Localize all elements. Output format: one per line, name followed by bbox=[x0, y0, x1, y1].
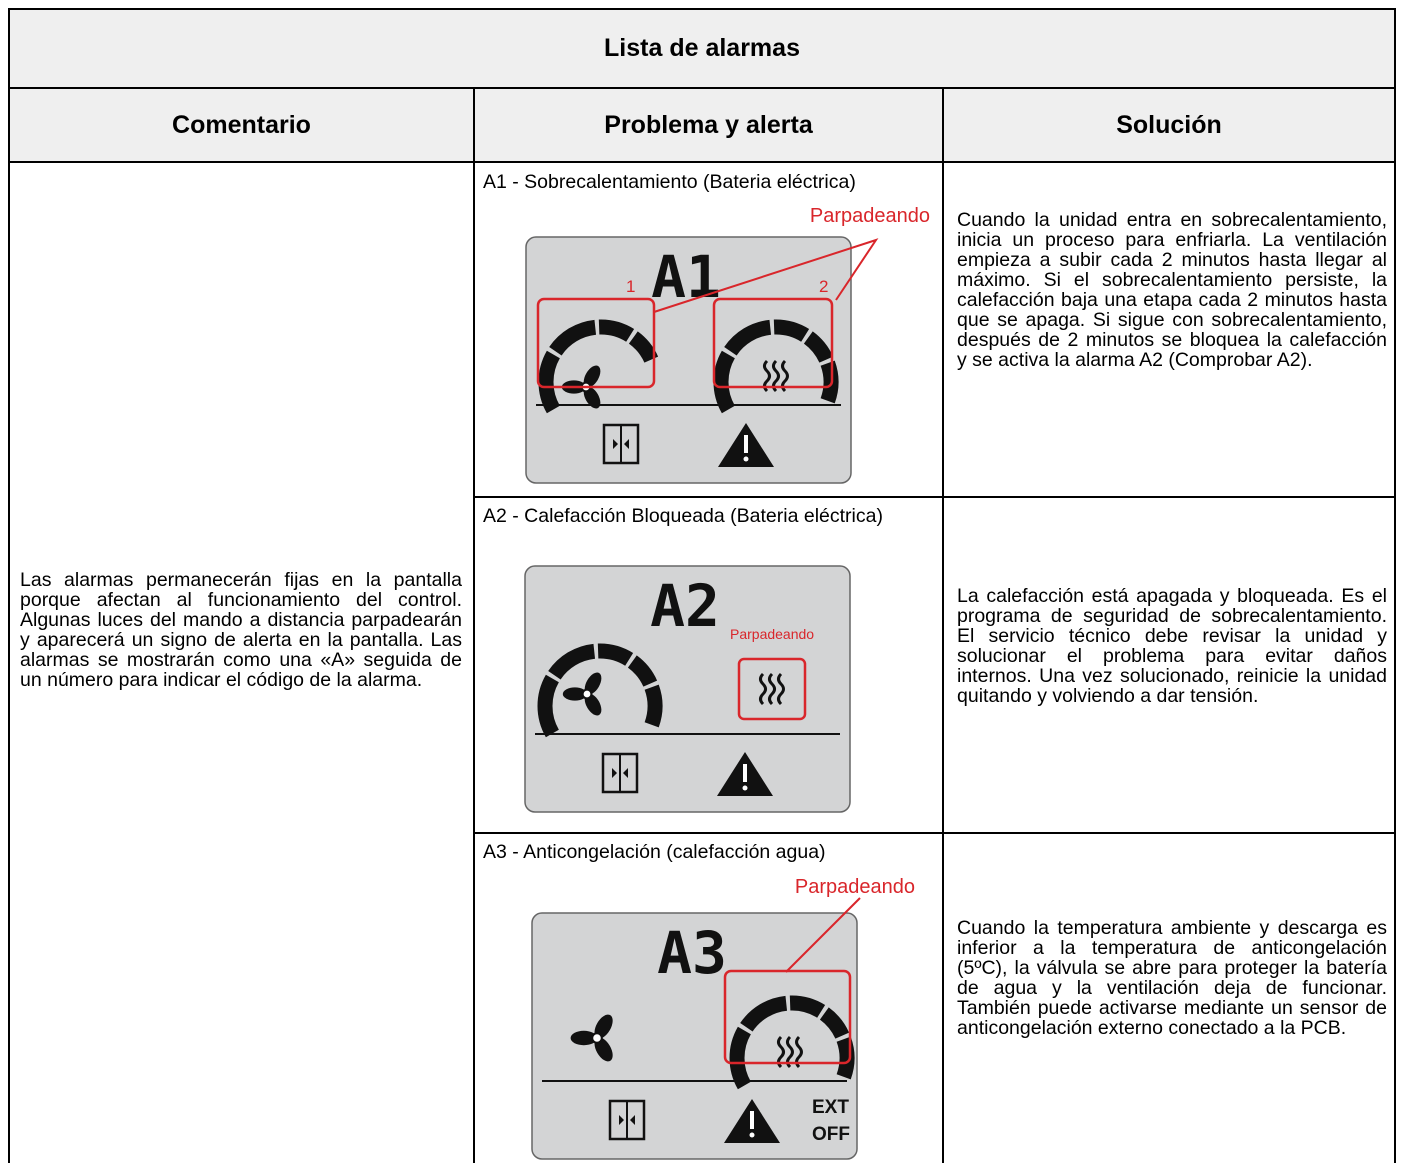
heat-wave bbox=[777, 672, 785, 706]
column-header: Problema y alerta bbox=[604, 111, 813, 139]
gauge-segment bbox=[773, 319, 810, 342]
door-icon bbox=[612, 768, 628, 778]
gauge-segment bbox=[538, 350, 561, 414]
lcd-code: A2 bbox=[650, 572, 720, 640]
fan-blade bbox=[570, 1030, 598, 1046]
lcd-display: A3 EXT OFF bbox=[531, 912, 858, 1160]
gauge-segment bbox=[548, 643, 596, 680]
warning-icon bbox=[750, 1111, 754, 1129]
flash-box bbox=[712, 297, 834, 389]
warning-icon bbox=[742, 785, 748, 791]
gauge-segment bbox=[628, 331, 659, 364]
lcd-display: A2 Parpadeando bbox=[524, 565, 851, 813]
heat-wave bbox=[768, 672, 776, 706]
gauge-segment bbox=[740, 995, 788, 1032]
lcd-code: A3 bbox=[657, 919, 727, 987]
door-icon bbox=[613, 439, 629, 449]
status-text: EXT bbox=[812, 1097, 849, 1118]
gauge-segment bbox=[537, 674, 560, 738]
column-header: Solución bbox=[1116, 111, 1222, 139]
gauge-segment bbox=[713, 350, 736, 414]
warning-icon bbox=[743, 456, 749, 462]
gauge-segment bbox=[627, 655, 658, 688]
gauge-segment bbox=[549, 319, 597, 356]
lcd-frame bbox=[524, 565, 851, 813]
flash-label: Parpadeando bbox=[795, 876, 915, 898]
gauge-segment bbox=[644, 684, 663, 728]
problem: A1 - Sobrecalentamiento (Bateria eléctri… bbox=[483, 171, 856, 193]
comment: Las alarmas permanecerán fijas en la pan… bbox=[20, 569, 462, 691]
fan-blade bbox=[594, 1037, 613, 1062]
gauge-segment bbox=[819, 1007, 850, 1040]
table-lines bbox=[8, 8, 1396, 1163]
gauge-segment bbox=[789, 995, 826, 1018]
solution: Cuando la unidad entra en sobrecalentami… bbox=[957, 209, 1387, 371]
door-icon bbox=[619, 1115, 635, 1125]
table-title: Lista de alarmas bbox=[604, 34, 800, 62]
gauge-segment bbox=[598, 319, 635, 342]
status-text: OFF bbox=[812, 1124, 850, 1145]
header-bg bbox=[9, 9, 1395, 162]
gauge-segment bbox=[597, 643, 634, 666]
column-header: Comentario bbox=[172, 111, 311, 139]
flash-pointer bbox=[653, 238, 879, 313]
flash-pointer bbox=[785, 897, 861, 973]
solution: Cuando la temperatura ambiente y descarg… bbox=[957, 917, 1387, 1039]
flash-label: Parpadeando bbox=[730, 626, 814, 642]
problem: A3 - Anticongelación (calefacción agua) bbox=[483, 841, 826, 863]
flash-label: Parpadeando bbox=[810, 205, 930, 227]
fan-blade bbox=[594, 1014, 613, 1039]
marker: 2 bbox=[819, 277, 828, 296]
flash-box bbox=[536, 297, 656, 389]
gauge-segment bbox=[729, 1026, 752, 1090]
gauge-segment bbox=[724, 319, 772, 356]
lcd-frame bbox=[531, 912, 858, 1160]
gauge-segment bbox=[836, 1036, 855, 1080]
fan-blade bbox=[562, 687, 588, 701]
fan-hub bbox=[591, 1032, 603, 1044]
gauge-segment bbox=[803, 331, 834, 364]
flash-box bbox=[737, 657, 807, 721]
problem: A2 - Calefacción Bloqueada (Bateria eléc… bbox=[483, 505, 883, 527]
warning-icon bbox=[744, 435, 748, 453]
heat-wave bbox=[759, 672, 767, 706]
solution: La calefacción está apagada y bloqueada.… bbox=[957, 585, 1387, 707]
warning-icon bbox=[743, 764, 747, 782]
warning-icon bbox=[749, 1132, 755, 1138]
marker: 1 bbox=[626, 277, 635, 296]
lcd-display: A1 1 2 bbox=[525, 236, 852, 484]
fan-hub bbox=[581, 688, 593, 700]
gauge-segment bbox=[820, 360, 839, 404]
lcd-code: A1 bbox=[651, 243, 721, 311]
